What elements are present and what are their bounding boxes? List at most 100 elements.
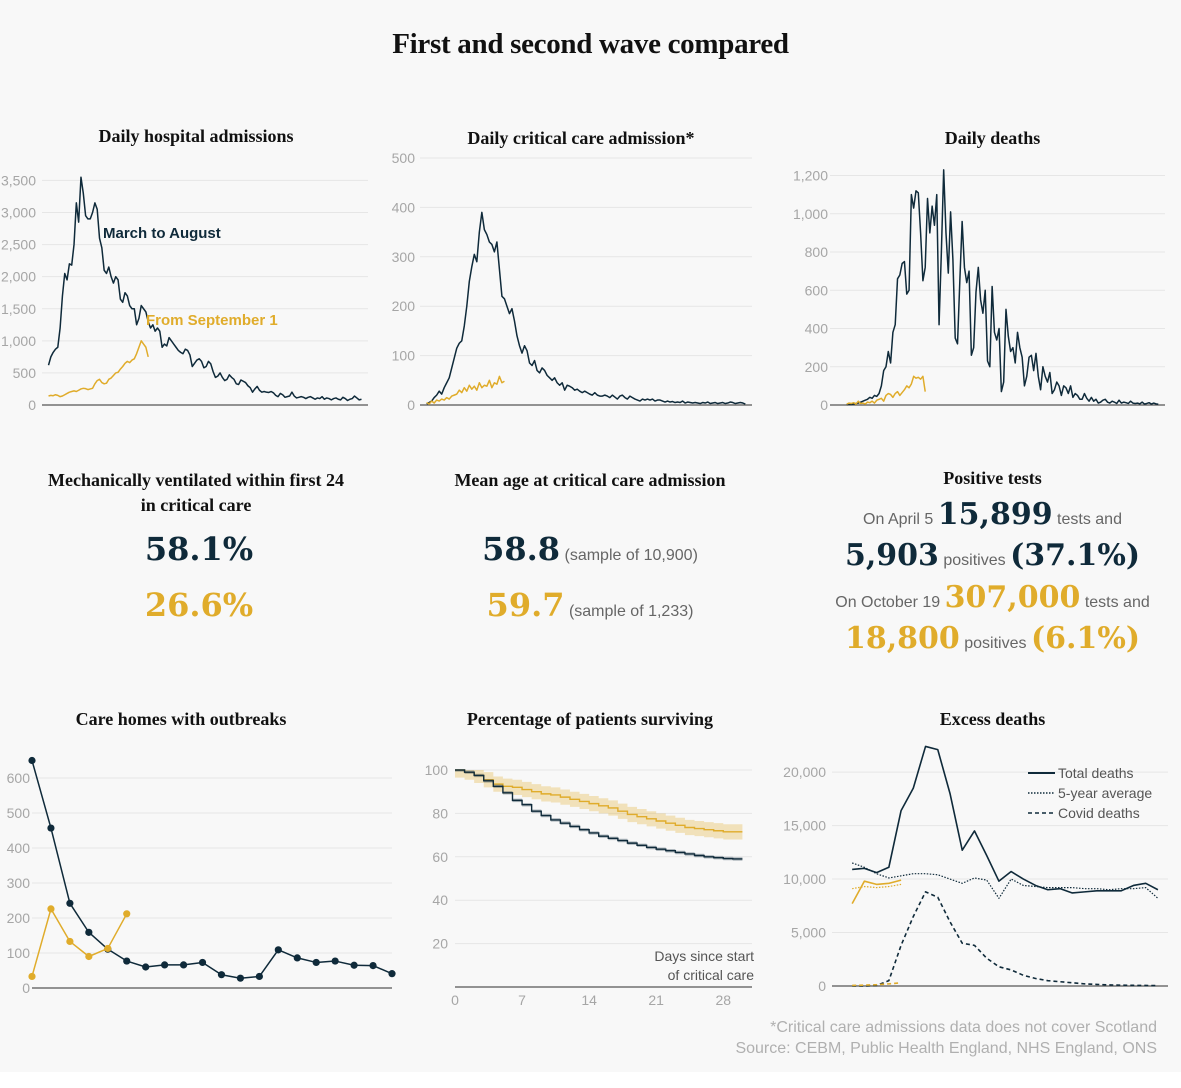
y-tick-label: 0 [407,397,415,413]
first-date: On April 5 [863,511,934,528]
x-tick-label: 21 [648,992,664,1008]
excess-deaths-chart: 0 5,000 10,000 15,000 20,000 Total deaths 5-ye… [783,745,1168,994]
x-tick-label: 14 [581,992,597,1008]
footer-source: Source: CEBM, Public Health England, NHS… [735,1040,1157,1057]
y-tick-label: 600 [805,282,829,298]
data-point [85,952,93,961]
main-title: First and second wave compared [392,28,789,60]
series-line [852,883,902,890]
mean-age-second-note: (sample of 1,233) [568,603,694,620]
first-tests-suffix: tests and [1057,511,1122,528]
ventilated-title-line1: Mechanically ventilated within first 24 [48,470,344,490]
y-tick-label: 0 [28,397,36,413]
mean-age-first-row: 58.8 (sample of 10,900) [390,530,790,568]
y-tick-label: 500 [13,365,37,381]
annotation-from-september: From September 1 [146,312,278,329]
second-tests: 307,000 [944,580,1081,615]
series-line [851,879,902,905]
mean-age-first-value: 58.8 [482,530,561,568]
data-point [274,946,282,954]
data-point [47,824,55,832]
y-tick-label: 20 [432,936,448,952]
care-homes-title: Care homes with outbreaks [75,709,287,729]
y-tick-label: 2,000 [1,269,36,285]
hospital-admissions-title: Daily hospital admissions [98,126,294,146]
data-point [198,958,207,967]
data-point [217,971,226,979]
series-line [852,745,1159,894]
y-tick-label: 600 [7,770,31,786]
y-tick-label: 400 [805,321,829,337]
data-point [66,899,74,907]
data-point [255,972,263,981]
data-point [28,972,36,981]
second-date: On October 19 [835,594,941,611]
data-point [47,905,55,913]
y-tick-label: 2,500 [1,237,36,253]
survival-title: Percentage of patients surviving [466,709,714,729]
x-tick-label: 0 [451,992,459,1008]
mean-age-second-row: 59.7 (sample of 1,233) [390,586,790,624]
data-point [161,961,169,969]
y-tick-label: 100 [392,348,416,364]
excess-deaths-title: Excess deaths [939,709,1046,729]
second-pct: (6.1%) [1030,621,1141,656]
series-line [426,375,505,405]
data-point [293,954,301,962]
data-point [66,937,74,946]
series-line [426,211,746,405]
care-homes-chart: 0 100 200 300 400 500 600 [7,756,396,996]
survival-chart: 20 40 60 80 100 0 7 14 21 28 Days since start of cr… [425,762,755,1008]
y-tick-label: 15,000 [783,818,826,834]
y-tick-label: 1,200 [793,168,828,184]
ventilated-title-line2: in critical care [140,495,252,515]
y-tick-label: 3,000 [1,205,36,221]
positive-tests-second: On October 19 307,000 tests and 18,800 p… [800,580,1181,662]
y-tick-label: 200 [7,910,31,926]
data-point [142,963,150,971]
data-point [388,970,396,978]
y-tick-label: 5,000 [791,925,826,941]
daily-deaths-title: Daily deaths [944,128,1041,148]
second-tests-suffix: tests and [1084,594,1150,611]
y-tick-label: 400 [7,840,31,856]
y-tick-label: 1,000 [793,206,828,222]
y-tick-label: 3,500 [1,172,36,188]
first-positives-suffix: positives [943,552,1006,569]
ventilated-title: Mechanically ventilated within first 24 … [0,468,392,518]
x-tick-label: 7 [518,992,526,1008]
data-point [179,961,188,969]
y-tick-label: 300 [7,875,31,891]
y-tick-label: 1,500 [1,301,36,317]
data-point [123,957,131,965]
daily-deaths-chart: 0 200 400 600 800 1,000 1,200 [793,168,1165,413]
series-line [852,891,1158,987]
y-tick-label: 300 [392,249,416,265]
data-point [369,962,377,970]
mean-age-second-value: 59.7 [486,586,565,624]
first-pct: (37.1%) [1010,538,1141,573]
series-line [846,169,1159,406]
positive-tests-title: Positive tests [943,468,1042,488]
y-tick-label: 500 [7,805,31,821]
data-point [350,961,358,969]
x-axis-label: of critical care [668,967,755,983]
mean-age-first-note: (sample of 10,900) [564,547,698,564]
y-tick-label: 800 [805,244,829,260]
footer: *Critical care admissions data does not … [735,1017,1157,1059]
y-tick-label: 1,000 [1,333,36,349]
y-tick-label: 80 [432,805,448,821]
ventilated-second-value: 26.6% [144,586,254,624]
ventilated-first-value: 58.1% [144,530,254,568]
legend-label: 5-year average [1058,785,1152,801]
x-axis-label: Days since start [654,948,754,964]
series-line [851,862,1159,899]
y-tick-label: 10,000 [783,871,826,887]
y-tick-label: 400 [392,199,416,215]
data-point [85,928,93,936]
y-tick-label: 200 [392,298,416,314]
data-point [236,974,245,982]
annotation-march-to-august: March to August [103,225,221,242]
y-tick-label: 40 [432,892,448,908]
critical-care-title: Daily critical care admission* [467,128,695,148]
